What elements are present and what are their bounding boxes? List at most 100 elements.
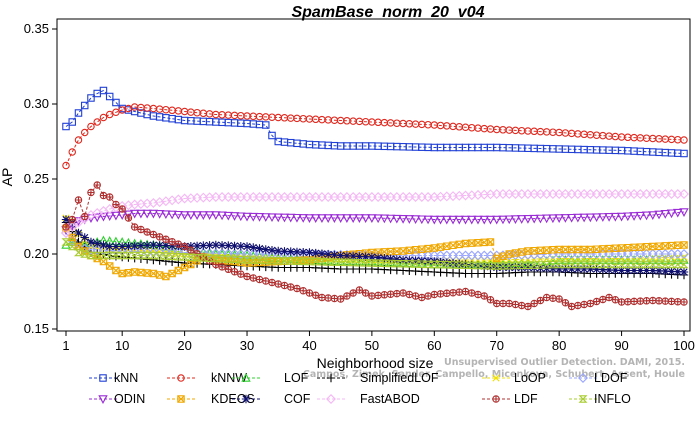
data-point [592, 265, 601, 274]
data-point [554, 260, 564, 269]
data-point [155, 252, 165, 260]
data-point [329, 258, 339, 266]
data-point [211, 254, 221, 263]
legend-marker [98, 395, 108, 404]
data-point [317, 249, 327, 258]
data-point [598, 265, 608, 274]
data-point [604, 213, 614, 222]
data-point [398, 258, 408, 267]
data-point [292, 213, 302, 223]
data-point [399, 247, 407, 255]
legend-item-knnw: kNNW [167, 371, 247, 385]
legend-marker [578, 373, 588, 383]
data-point [599, 295, 607, 304]
data-point [455, 259, 464, 269]
data-point [142, 251, 152, 260]
data-point [124, 242, 133, 251]
legend-item-cof: COF [232, 392, 311, 406]
data-point [180, 253, 190, 261]
data-point [148, 209, 159, 219]
data-point [298, 257, 308, 266]
x-tick-label: 70 [489, 338, 503, 353]
data-point [418, 293, 426, 302]
data-point [130, 268, 139, 276]
data-point [355, 286, 364, 294]
data-point [335, 214, 346, 223]
data-point [535, 214, 546, 224]
data-point [598, 260, 608, 269]
data-point [117, 252, 127, 262]
data-point [443, 289, 451, 297]
data-point [92, 244, 103, 255]
data-point [204, 211, 215, 220]
data-point [186, 253, 196, 262]
data-point [62, 122, 70, 131]
data-point [117, 242, 127, 251]
data-point [330, 250, 339, 260]
data-point [280, 281, 289, 290]
data-point [273, 213, 283, 223]
data-point [549, 294, 557, 302]
data-point [105, 262, 114, 270]
legend-marker [177, 374, 185, 382]
data-point [324, 294, 332, 302]
data-point [249, 243, 258, 252]
data-point [129, 209, 140, 219]
data-point [604, 260, 614, 269]
data-point [373, 214, 383, 224]
data-point [524, 302, 532, 311]
data-point [80, 212, 89, 221]
data-point [541, 214, 552, 224]
data-point [624, 298, 632, 306]
data-point [317, 258, 327, 266]
data-point [255, 244, 264, 253]
data-point [499, 299, 507, 308]
data-point [635, 211, 646, 221]
data-point [168, 269, 176, 278]
data-point [80, 250, 90, 258]
data-point [436, 290, 445, 298]
legend-marker [177, 395, 185, 403]
data-point [155, 271, 164, 279]
data-point [554, 214, 564, 223]
data-point [660, 210, 670, 219]
data-point [73, 248, 84, 257]
data-point [348, 251, 358, 261]
data-point [579, 260, 589, 269]
data-point [536, 246, 545, 255]
data-point [342, 214, 352, 223]
data-point [311, 257, 321, 266]
data-point [298, 214, 308, 223]
data-point [98, 245, 109, 256]
data-point [480, 292, 488, 300]
data-point [430, 290, 439, 299]
data-point [80, 128, 89, 137]
data-point [392, 259, 402, 268]
data-point [411, 260, 421, 268]
data-point [430, 244, 439, 252]
data-point [98, 251, 108, 260]
data-point [310, 214, 321, 223]
data-point [279, 257, 290, 265]
legend-item-ldf: LDF [482, 392, 538, 406]
data-point [323, 250, 333, 259]
data-point [311, 248, 320, 258]
data-point [660, 260, 670, 269]
data-point [667, 297, 676, 306]
data-point [223, 211, 234, 221]
data-point [161, 210, 171, 220]
data-point [654, 266, 664, 275]
data-point [642, 266, 651, 275]
data-point [623, 212, 633, 222]
data-point [436, 243, 445, 251]
data-point [385, 214, 396, 224]
data-point [367, 214, 377, 223]
data-point [268, 131, 276, 140]
data-point [130, 241, 139, 251]
data-point [343, 292, 351, 300]
data-point [118, 269, 126, 278]
legend-label: LOF [284, 371, 309, 385]
data-point [386, 290, 395, 298]
data-point [398, 215, 408, 224]
data-point [205, 241, 214, 250]
